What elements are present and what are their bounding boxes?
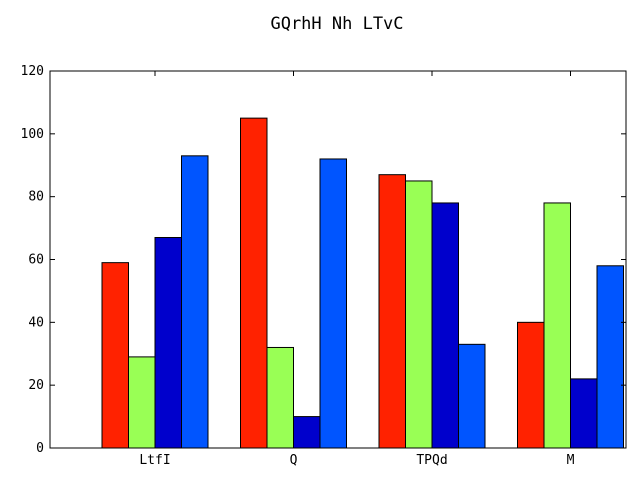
bar-Q-series-2 — [266, 346, 294, 449]
x-tick-label-LtfI: LtfI — [139, 453, 170, 468]
x-tick-label-M: M — [567, 453, 575, 468]
bar-M-series-1 — [517, 321, 545, 449]
bar-Q-series-3 — [293, 416, 321, 449]
bar-M-series-3 — [570, 378, 598, 449]
bar-LtfI-series-3 — [154, 237, 182, 449]
y-tick-label: 20 — [28, 378, 44, 393]
y-tick-label: 60 — [28, 253, 44, 268]
y-tick-label: 100 — [21, 127, 44, 142]
bar-LtfI-series-2 — [128, 356, 156, 449]
bar-TPQd-series-4 — [458, 343, 486, 449]
y-tick-label: 80 — [28, 190, 44, 205]
bar-TPQd-series-3 — [431, 202, 459, 449]
y-tick-label: 120 — [21, 64, 44, 79]
bar-TPQd-series-2 — [405, 180, 433, 449]
bars-group — [101, 117, 624, 449]
bar-M-series-2 — [543, 202, 571, 449]
bar-LtfI-series-4 — [181, 155, 209, 449]
bar-LtfI-series-1 — [101, 262, 129, 449]
bar-TPQd-series-1 — [378, 174, 406, 449]
bar-Q-series-4 — [319, 158, 347, 449]
y-axis: 0 20 40 60 80 100 120 — [21, 64, 626, 456]
x-axis: LtfI Q TPQd M — [139, 71, 575, 468]
bar-M-series-4 — [596, 265, 624, 449]
y-tick-label: 40 — [28, 315, 44, 330]
y-tick-label: 0 — [36, 441, 44, 456]
chart-title: GQrhH Nh LTvC — [270, 14, 403, 34]
x-tick-label-TPQd: TPQd — [416, 453, 447, 468]
bar-Q-series-1 — [240, 117, 268, 449]
x-tick-label-Q: Q — [290, 453, 298, 468]
